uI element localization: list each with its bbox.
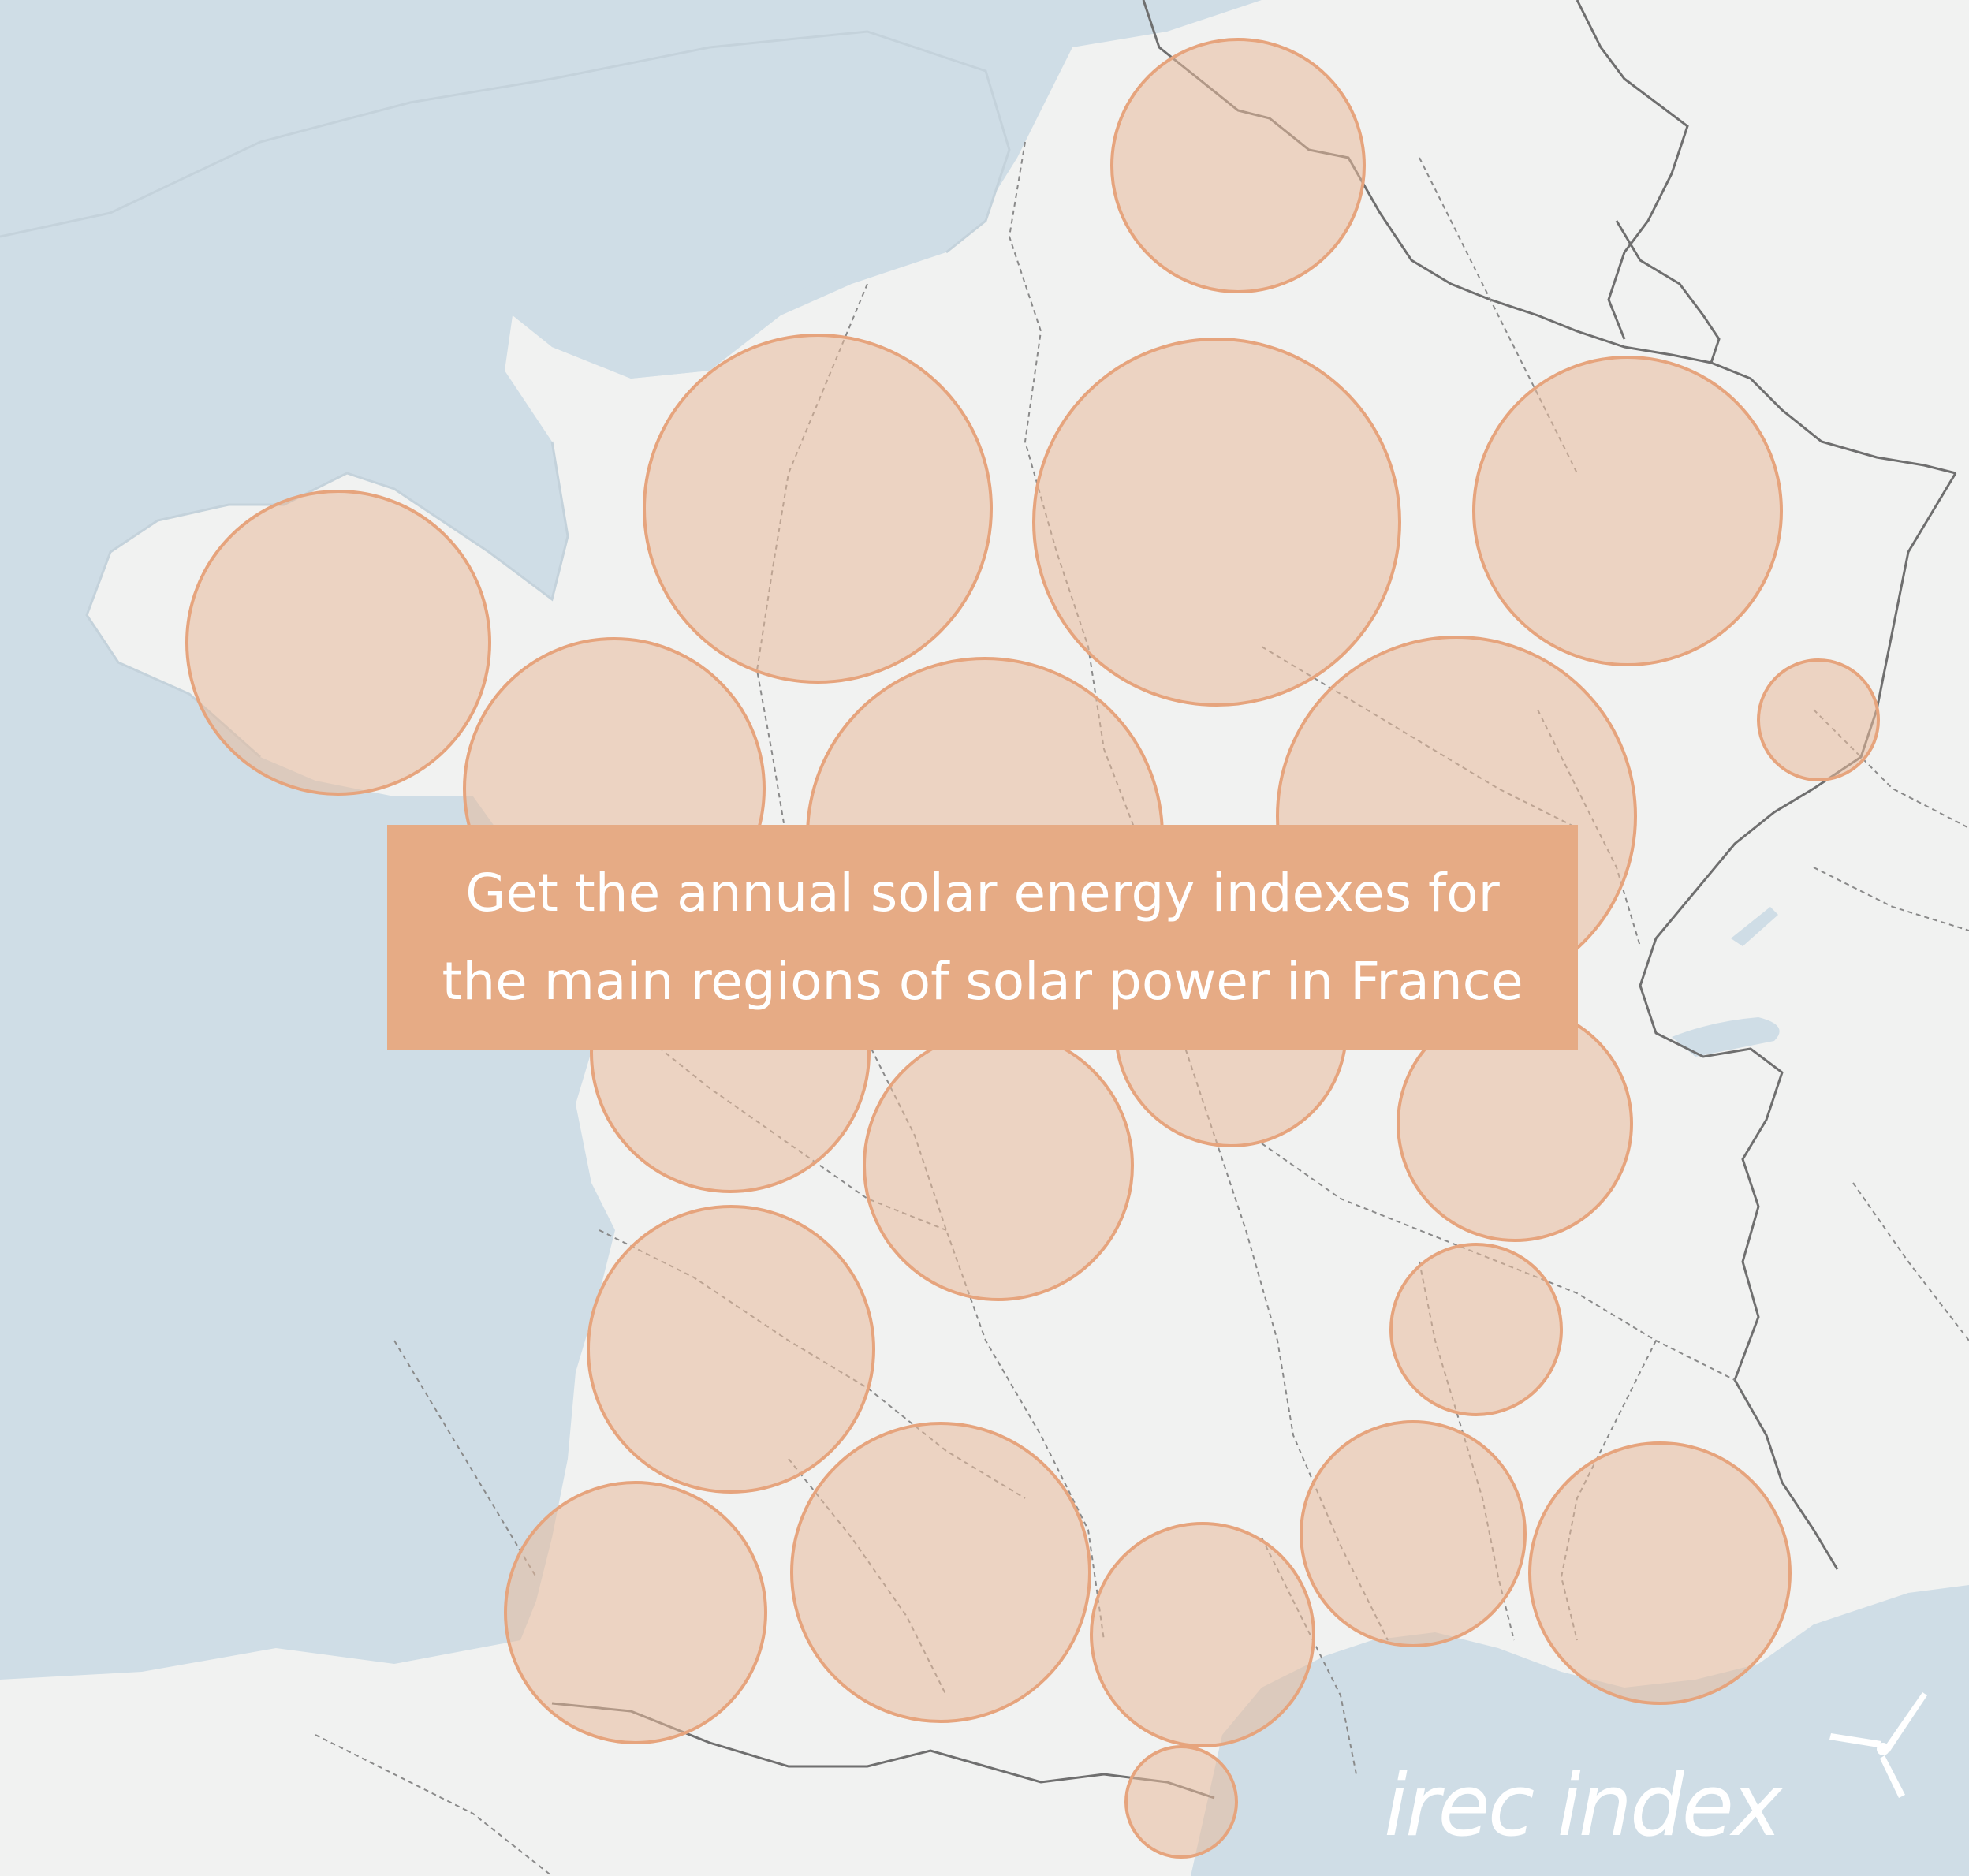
wind-turbine-icon — [1829, 1692, 1927, 1798]
solar-index-cta-banner[interactable]: Get the annual solar energy indexes for … — [387, 825, 1578, 1050]
mediterranean-sea — [1191, 1585, 1969, 1876]
cta-line-2: the main regions of solar power in Franc… — [442, 950, 1523, 1012]
brand-logo: irec index — [1384, 1688, 1936, 1855]
region-marker-drome[interactable] — [1389, 1243, 1563, 1416]
region-marker-midi-pyrenees[interactable] — [790, 1422, 1091, 1723]
region-marker-limousin[interactable] — [863, 1030, 1134, 1301]
region-marker-ile-de-france[interactable] — [1032, 338, 1401, 707]
region-marker-brittany[interactable] — [185, 490, 491, 796]
cta-line-1: Get the annual solar energy indexes for — [465, 862, 1500, 923]
brand-name: irec index — [1384, 1757, 1782, 1855]
region-marker-roussillon[interactable] — [1124, 1745, 1238, 1859]
region-marker-occitanie[interactable] — [1090, 1522, 1315, 1747]
region-marker-cote-d-azur[interactable] — [1528, 1441, 1792, 1705]
region-marker-landes-pyrenees[interactable] — [504, 1481, 767, 1744]
english-channel — [0, 0, 1262, 379]
lake-neuchatel — [1731, 907, 1778, 946]
region-marker-bordeaux[interactable] — [587, 1205, 875, 1494]
region-marker-normandy[interactable] — [643, 334, 993, 684]
region-marker-provence[interactable] — [1300, 1420, 1527, 1647]
region-marker-alsace-lorraine[interactable] — [1472, 356, 1783, 666]
lake-geneva — [1672, 1017, 1780, 1057]
region-marker-basel[interactable] — [1757, 658, 1880, 781]
region-marker-north[interactable] — [1110, 38, 1366, 293]
